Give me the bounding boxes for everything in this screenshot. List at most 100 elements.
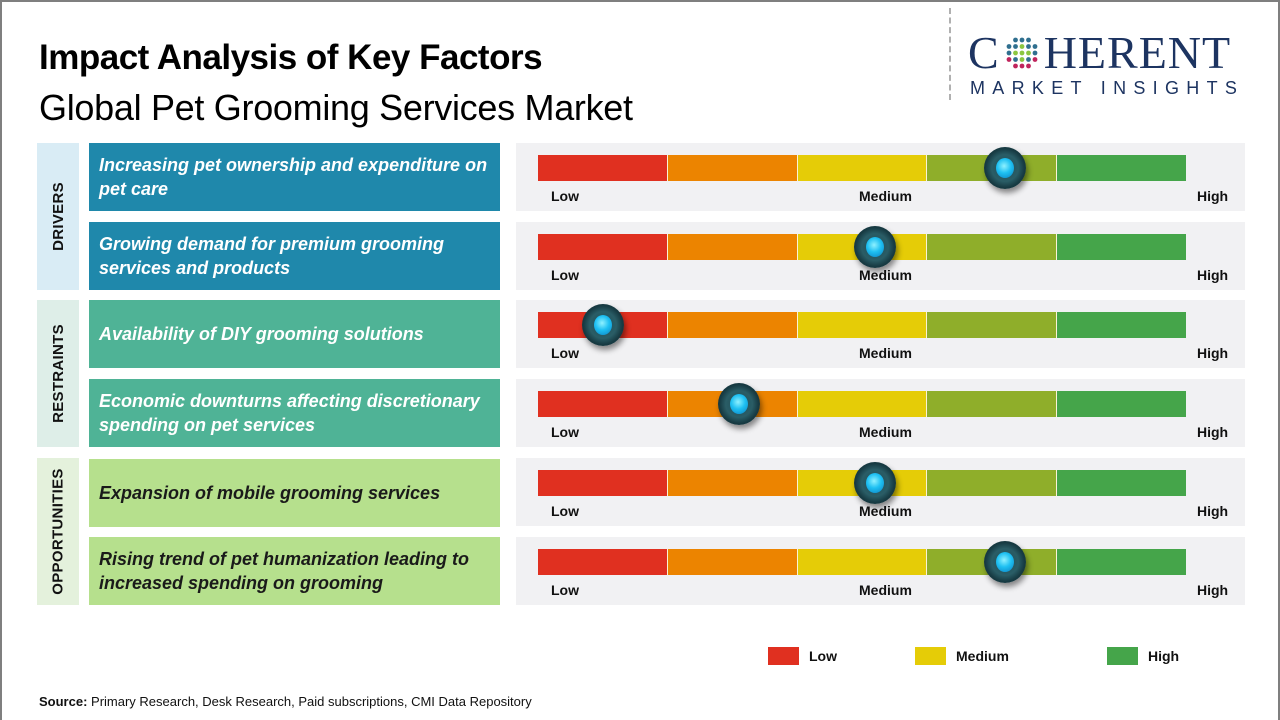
scale-label-med: Medium xyxy=(859,424,912,440)
scale-label-high: High xyxy=(1197,188,1229,204)
scale-segment xyxy=(667,549,798,575)
scale-segment xyxy=(538,470,668,496)
impact-scale-bar xyxy=(538,391,1186,417)
legend-label: Low xyxy=(809,648,837,664)
company-logo: C HERENT xyxy=(968,30,1231,76)
source-note: Source: Primary Research, Desk Research,… xyxy=(39,694,532,709)
scale-segment xyxy=(667,234,798,260)
logo-dot xyxy=(1019,44,1025,49)
impact-indicator-knob xyxy=(581,304,624,346)
logo-dot xyxy=(1012,63,1018,69)
logo-dot xyxy=(1012,57,1018,62)
logo-tagline: MARKET INSIGHTS xyxy=(970,78,1245,98)
legend-label: High xyxy=(1148,648,1180,664)
factor-label: Rising trend of pet humanization leading… xyxy=(89,537,500,605)
factor-label: Growing demand for premium grooming serv… xyxy=(89,222,500,290)
scale-label-high: High xyxy=(1197,345,1229,361)
logo-dot xyxy=(1012,50,1018,56)
logo-dot xyxy=(1019,57,1025,62)
source-text: Primary Research, Desk Research, Paid su… xyxy=(87,694,532,709)
legend-item-medium: Medium xyxy=(915,647,1009,665)
impact-indicator-knob xyxy=(983,541,1026,583)
factor-label: Economic downturns affecting discretiona… xyxy=(89,379,500,447)
legend-label: Medium xyxy=(956,648,1009,664)
scale-label-high: High xyxy=(1197,424,1229,440)
scale-segment xyxy=(667,155,798,181)
scale-segment xyxy=(538,234,668,260)
impact-gauge: Low Medium High xyxy=(516,537,1245,605)
scale-segment xyxy=(797,155,928,181)
scale-segment xyxy=(1057,312,1186,338)
scale-segment xyxy=(927,391,1058,417)
logo-divider xyxy=(949,8,951,100)
scale-segment xyxy=(1057,470,1186,496)
impact-scale-bar xyxy=(538,312,1186,338)
scale-segment xyxy=(667,470,798,496)
scale-label-high: High xyxy=(1197,582,1229,598)
logo-dot xyxy=(1032,57,1038,62)
category-label: RESTRAINTS xyxy=(49,324,67,423)
scale-segment xyxy=(927,312,1058,338)
logo-dot xyxy=(1019,63,1025,69)
scale-label-low: Low xyxy=(551,188,579,204)
scale-label-low: Low xyxy=(551,424,579,440)
scale-segment xyxy=(797,391,928,417)
scale-segment xyxy=(1057,549,1186,575)
logo-dot xyxy=(1012,37,1018,43)
logo-dot xyxy=(1025,57,1031,62)
impact-gauge: Low Medium High xyxy=(516,300,1245,368)
logo-dot xyxy=(1012,44,1018,49)
scale-segment xyxy=(1057,234,1186,260)
impact-scale-bar xyxy=(538,155,1186,181)
scale-label-med: Medium xyxy=(859,582,912,598)
category-drivers: DRIVERS xyxy=(37,143,79,290)
globe-dots-icon xyxy=(1006,37,1038,69)
category-restraints: RESTRAINTS xyxy=(37,300,79,447)
factor-label: Expansion of mobile grooming services xyxy=(89,459,500,527)
scale-label-low: Low xyxy=(551,582,579,598)
logo-dot xyxy=(1025,44,1031,49)
legend-item-low: Low xyxy=(768,647,837,665)
scale-label-med: Medium xyxy=(859,345,912,361)
scale-label-low: Low xyxy=(551,503,579,519)
scale-segment xyxy=(538,155,668,181)
scale-segment xyxy=(1057,391,1186,417)
scale-segment xyxy=(927,234,1058,260)
impact-scale-bar xyxy=(538,549,1186,575)
logo-text-herent: HERENT xyxy=(1043,27,1232,78)
impact-gauge: Low Medium High xyxy=(516,379,1245,447)
impact-gauge: Low Medium High xyxy=(516,143,1245,211)
logo-dot xyxy=(1025,37,1031,43)
impact-indicator-knob xyxy=(853,226,896,268)
category-label: OPPORTUNITIES xyxy=(49,468,67,595)
logo-dot xyxy=(1025,50,1031,56)
legend-swatch-low xyxy=(768,647,799,665)
scale-label-high: High xyxy=(1197,267,1229,283)
scale-segment xyxy=(797,549,928,575)
impact-indicator-knob xyxy=(717,383,760,425)
scale-label-high: High xyxy=(1197,503,1229,519)
page-subtitle: Global Pet Grooming Services Market xyxy=(39,87,633,128)
impact-gauge: Low Medium High xyxy=(516,222,1245,290)
legend-swatch-high xyxy=(1107,647,1138,665)
impact-indicator-knob xyxy=(853,462,896,504)
scale-segment xyxy=(538,549,668,575)
scale-label-low: Low xyxy=(551,267,579,283)
logo-dot xyxy=(1032,44,1038,49)
factor-label: Increasing pet ownership and expenditure… xyxy=(89,143,500,211)
scale-segment xyxy=(927,470,1058,496)
scale-label-med: Medium xyxy=(859,188,912,204)
scale-label-med: Medium xyxy=(859,267,912,283)
impact-scale-bar xyxy=(538,470,1186,496)
logo-dot xyxy=(1006,50,1012,56)
scale-label-med: Medium xyxy=(859,503,912,519)
scale-segment xyxy=(538,391,668,417)
logo-dot xyxy=(1006,44,1012,49)
scale-segment xyxy=(1057,155,1186,181)
logo-dot xyxy=(1006,57,1012,62)
category-opportunities: OPPORTUNITIES xyxy=(37,458,79,605)
logo-dot xyxy=(1032,50,1038,56)
category-label: DRIVERS xyxy=(49,182,67,251)
scale-segment xyxy=(797,312,928,338)
logo-dot xyxy=(1025,63,1031,69)
